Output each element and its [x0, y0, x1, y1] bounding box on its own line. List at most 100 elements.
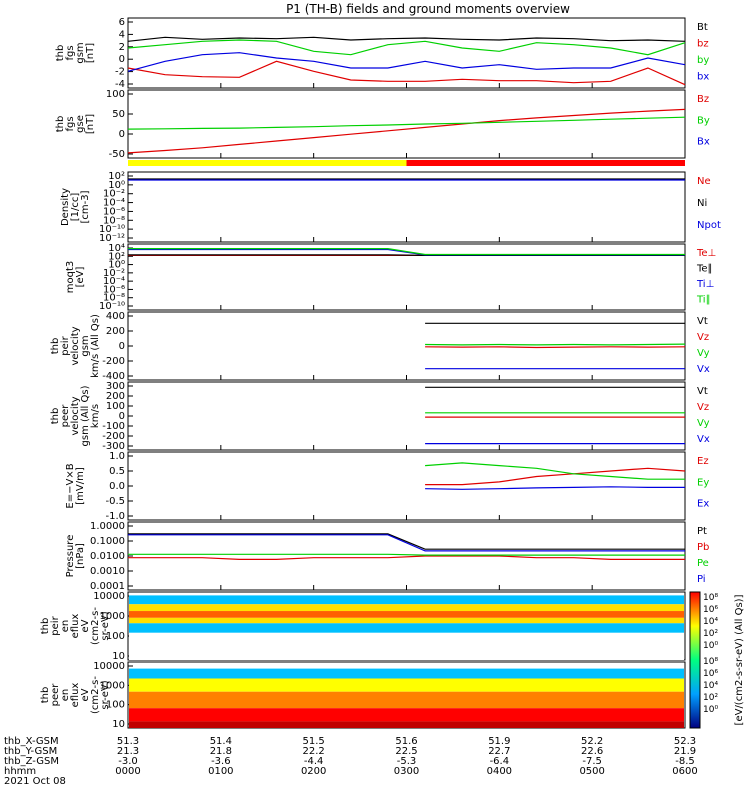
series-line-Pe	[128, 554, 685, 555]
y-axis-label: km/s	[90, 404, 101, 428]
y-tick-label: -2	[115, 67, 125, 78]
panel-frame	[128, 452, 685, 520]
colorbar-tick-label: 10⁸	[703, 593, 718, 603]
legend-Vx: Vx	[697, 364, 710, 375]
spectrogram-band	[129, 669, 684, 679]
y-axis-label: [cm-3]	[80, 190, 91, 223]
y-tick-label: 0	[119, 341, 125, 352]
legend-Bz: Bz	[697, 94, 709, 105]
legend-Vt: Vt	[697, 316, 708, 327]
legend-By: By	[697, 115, 710, 126]
y-tick-label: 400	[106, 311, 125, 322]
y-tick-label: 0.1000	[90, 536, 125, 547]
legend-Pe: Pe	[697, 558, 709, 569]
legend-Ne: Ne	[697, 176, 711, 187]
y-tick-label: 100	[106, 631, 125, 642]
spectrogram-band	[129, 595, 684, 604]
region-bar-yellow	[128, 160, 407, 166]
legend-Pi: Pi	[697, 574, 706, 585]
legend-Te∥: Te∥	[696, 264, 713, 275]
y-tick-label: 0.0	[109, 481, 125, 492]
legend-Te⊥: Te⊥	[696, 248, 716, 259]
y-tick-label: 10	[112, 719, 125, 730]
spectrogram-band	[129, 611, 684, 618]
panel-frame	[128, 382, 685, 450]
legend-Vx: Vx	[697, 434, 710, 445]
colorbar-tick-label: 10²	[703, 629, 718, 639]
legend-Bx: Bx	[697, 137, 710, 148]
y-tick-label: 10000	[93, 661, 125, 672]
series-line-By	[128, 117, 685, 129]
legend-by: by	[697, 55, 709, 66]
colorbar-tick-label: 10²	[703, 693, 718, 703]
spectrogram-band	[129, 604, 684, 611]
y-tick-label: -200	[102, 356, 125, 367]
y-axis-label: [eV]	[75, 267, 86, 288]
series-line-Ey	[425, 463, 685, 479]
y-tick-label: 0.0010	[90, 566, 125, 577]
colorbar-tick-label: 10⁰	[703, 641, 718, 651]
y-axis-label: [nT]	[85, 43, 96, 63]
y-tick-label: -50	[109, 149, 125, 160]
y-axis-label: km/s (All Qs)	[90, 314, 101, 378]
colorbar-label: [eV/(cm2-s-sr-eV) (All Qs)]	[734, 594, 745, 725]
y-tick-label: 10000	[93, 591, 125, 602]
legend-Ex: Ex	[697, 499, 709, 510]
series-line-Ex	[425, 487, 685, 490]
legend-bz: bz	[697, 39, 709, 50]
y-tick-label: 4	[119, 29, 125, 40]
y-axis-label: [nPa]	[75, 543, 86, 569]
series-line-bx	[128, 53, 685, 72]
y-tick-label: 1000	[100, 611, 125, 622]
spectrogram-band	[129, 679, 684, 692]
time-axis-value: 0500	[579, 766, 604, 777]
legend-Ti⊥: Ti⊥	[696, 279, 714, 290]
legend-Pb: Pb	[697, 542, 709, 553]
panel-frame	[128, 312, 685, 380]
y-tick-label: 1.0000	[90, 521, 125, 532]
series-line-by	[128, 40, 685, 55]
legend-Bt: Bt	[697, 22, 708, 33]
y-tick-label: 200	[106, 326, 125, 337]
legend-Vy: Vy	[697, 348, 710, 359]
colorbar-tick-label: 10⁸	[703, 657, 718, 667]
legend-Ey: Ey	[697, 477, 709, 488]
panel-frame	[128, 522, 685, 590]
y-axis-label: [mV/m]	[75, 467, 86, 505]
y-tick-label: 2	[119, 42, 125, 53]
legend-Ez: Ez	[697, 456, 709, 467]
series-line-Pi	[128, 535, 685, 551]
y-tick-label: 0	[119, 129, 125, 140]
time-axis-value: 0200	[301, 766, 326, 777]
spectrogram-band	[129, 623, 684, 633]
spectrogram-band	[129, 721, 684, 728]
time-axis-value: 0100	[208, 766, 233, 777]
series-line-Vz	[425, 347, 685, 348]
panel-pressure: Pressure[nPa]1.00000.10000.01000.00100.0…	[65, 521, 709, 592]
time-axis-value: 0600	[672, 766, 697, 777]
y-tick-label: 100	[106, 700, 125, 711]
legend-Vt: Vt	[697, 386, 708, 397]
y-tick-label: 0.0100	[90, 551, 125, 562]
legend-Ti∥: Ti∥	[696, 295, 711, 306]
legend-Vz: Vz	[697, 402, 709, 413]
y-tick-label: 1.0	[109, 451, 125, 462]
spectrogram-band	[129, 708, 684, 721]
series-line-Pt	[128, 534, 685, 549]
panel-temperature: moqt3[eV]10⁴10²10⁰10⁻²10⁻⁴10⁻⁶10⁻⁸10⁻¹⁰T…	[65, 243, 716, 312]
time-axis-value: 0000	[115, 766, 140, 777]
spectrogram-band	[129, 618, 684, 623]
time-axis-value: 0300	[394, 766, 419, 777]
y-tick-label: 0	[119, 54, 125, 65]
time-axis-row-label: 2021 Oct 08	[4, 776, 66, 787]
legend-Npot: Npot	[697, 220, 721, 231]
region-bar-red	[407, 160, 686, 166]
y-tick-label: -0.5	[105, 496, 125, 507]
